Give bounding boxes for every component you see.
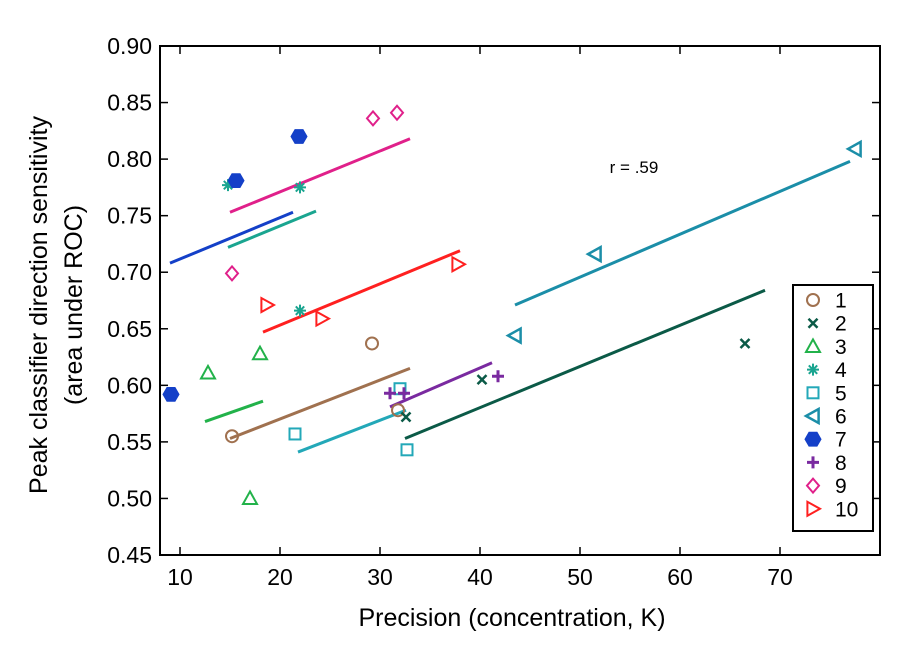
data-point-series-3 bbox=[251, 344, 269, 361]
fit-line-series-5 bbox=[297, 408, 407, 454]
data-point-series-6 bbox=[845, 139, 862, 159]
legend-marker-series-6 bbox=[803, 406, 820, 426]
fit-line-series-8 bbox=[389, 361, 493, 409]
data-point-series-6 bbox=[585, 245, 602, 264]
y-tick-label: 0.55 bbox=[107, 429, 152, 455]
data-point-series-4 bbox=[222, 179, 234, 192]
legend-label-series-1: 1 bbox=[835, 290, 847, 313]
x-axis-title: Precision (concentration, K) bbox=[358, 604, 665, 632]
fit-lines bbox=[169, 137, 851, 454]
fit-line-series-3 bbox=[204, 399, 264, 423]
y-tick-label: 0.45 bbox=[107, 542, 152, 568]
data-point-series-8 bbox=[398, 387, 410, 400]
legend-marker-series-4 bbox=[807, 363, 819, 376]
data-point-series-4 bbox=[294, 181, 306, 194]
y-tick-label: 0.80 bbox=[107, 146, 152, 172]
data-point-series-8 bbox=[384, 387, 396, 400]
y-tick-label: 0.65 bbox=[107, 316, 152, 342]
data-point-series-7 bbox=[290, 129, 308, 144]
y-axis-title-line1: Peak classifier direction sensitivity bbox=[25, 116, 53, 494]
plot-frame bbox=[159, 45, 881, 556]
x-tick-label: 10 bbox=[167, 564, 193, 590]
x-tick-label: 30 bbox=[367, 564, 393, 590]
legend-label-series-6: 6 bbox=[835, 406, 847, 429]
legend-marker-series-3 bbox=[804, 337, 822, 353]
x-tick-label: 40 bbox=[467, 564, 493, 590]
y-tick-label: 0.90 bbox=[107, 33, 152, 59]
data-point-series-3 bbox=[241, 489, 259, 506]
fit-line-series-2 bbox=[404, 288, 766, 440]
data-point-series-2 bbox=[400, 411, 412, 423]
legend-marker-series-7 bbox=[804, 431, 822, 447]
x-tick-label: 70 bbox=[767, 564, 793, 590]
y-axis-title-line2: (area under ROC) bbox=[60, 205, 88, 405]
data-point-series-8 bbox=[492, 370, 504, 383]
data-point-series-9 bbox=[365, 109, 381, 127]
data-point-series-5 bbox=[288, 427, 302, 441]
x-tick-label: 50 bbox=[567, 564, 593, 590]
data-point-series-1 bbox=[365, 336, 379, 351]
legend-marker-series-5 bbox=[806, 386, 820, 400]
data-point-series-6 bbox=[505, 326, 522, 345]
data-point-series-4 bbox=[294, 304, 306, 317]
legend-label-series-3: 3 bbox=[835, 336, 847, 359]
data-point-series-10 bbox=[315, 309, 332, 328]
legend-marker-series-2 bbox=[807, 317, 819, 329]
data-point-series-7 bbox=[162, 387, 180, 402]
legend-label-series-5: 5 bbox=[835, 382, 847, 405]
legend-marker-series-9 bbox=[805, 477, 821, 495]
data-point-series-3 bbox=[199, 363, 217, 380]
data-point-series-10 bbox=[451, 255, 468, 274]
legend-label-series-7: 7 bbox=[835, 429, 847, 452]
data-markers bbox=[162, 104, 862, 506]
fit-line-series-7 bbox=[169, 210, 294, 265]
legend-marker-series-8 bbox=[807, 456, 819, 469]
fit-line-series-1 bbox=[229, 366, 411, 440]
correlation-annotation: r = .59 bbox=[610, 158, 659, 177]
legend-label-series-8: 8 bbox=[835, 452, 847, 475]
fit-line-series-9 bbox=[229, 137, 411, 214]
legend-label-series-4: 4 bbox=[835, 359, 847, 382]
data-point-series-9 bbox=[389, 104, 405, 122]
data-point-series-1 bbox=[225, 429, 239, 444]
legend-marker-series-10 bbox=[806, 500, 823, 518]
x-tick-label: 60 bbox=[667, 564, 693, 590]
fit-line-series-4 bbox=[227, 209, 317, 249]
x-tick-label: 20 bbox=[267, 564, 293, 590]
legend-box bbox=[792, 284, 874, 532]
y-tick-label: 0.70 bbox=[107, 259, 152, 285]
y-axis-ticks: 0.45 0.50 0.55 0.60 0.65 0.70 0.75 0.80 0.85 0.90 bbox=[107, 33, 880, 568]
y-tick-label: 0.60 bbox=[107, 372, 152, 398]
data-point-series-1 bbox=[391, 403, 405, 418]
x-axis-ticks: 10 20 30 40 50 60 70 bbox=[167, 46, 793, 590]
legend-marker-series-1 bbox=[806, 293, 820, 307]
data-point-series-2 bbox=[739, 338, 751, 349]
fit-line-series-10 bbox=[262, 249, 461, 334]
fit-line-series-6 bbox=[514, 159, 851, 307]
y-tick-label: 0.85 bbox=[107, 90, 152, 116]
y-tick-label: 0.50 bbox=[107, 485, 152, 511]
data-point-series-2 bbox=[476, 374, 488, 386]
data-point-series-9 bbox=[224, 264, 240, 282]
legend-label-series-9: 9 bbox=[835, 475, 847, 498]
legend-label-series-2: 2 bbox=[835, 313, 847, 336]
legend-label-series-10: 10 bbox=[835, 498, 858, 521]
data-point-series-10 bbox=[260, 296, 277, 314]
data-point-series-7 bbox=[227, 173, 245, 188]
y-tick-label: 0.75 bbox=[107, 203, 152, 229]
data-point-series-5 bbox=[400, 443, 414, 457]
